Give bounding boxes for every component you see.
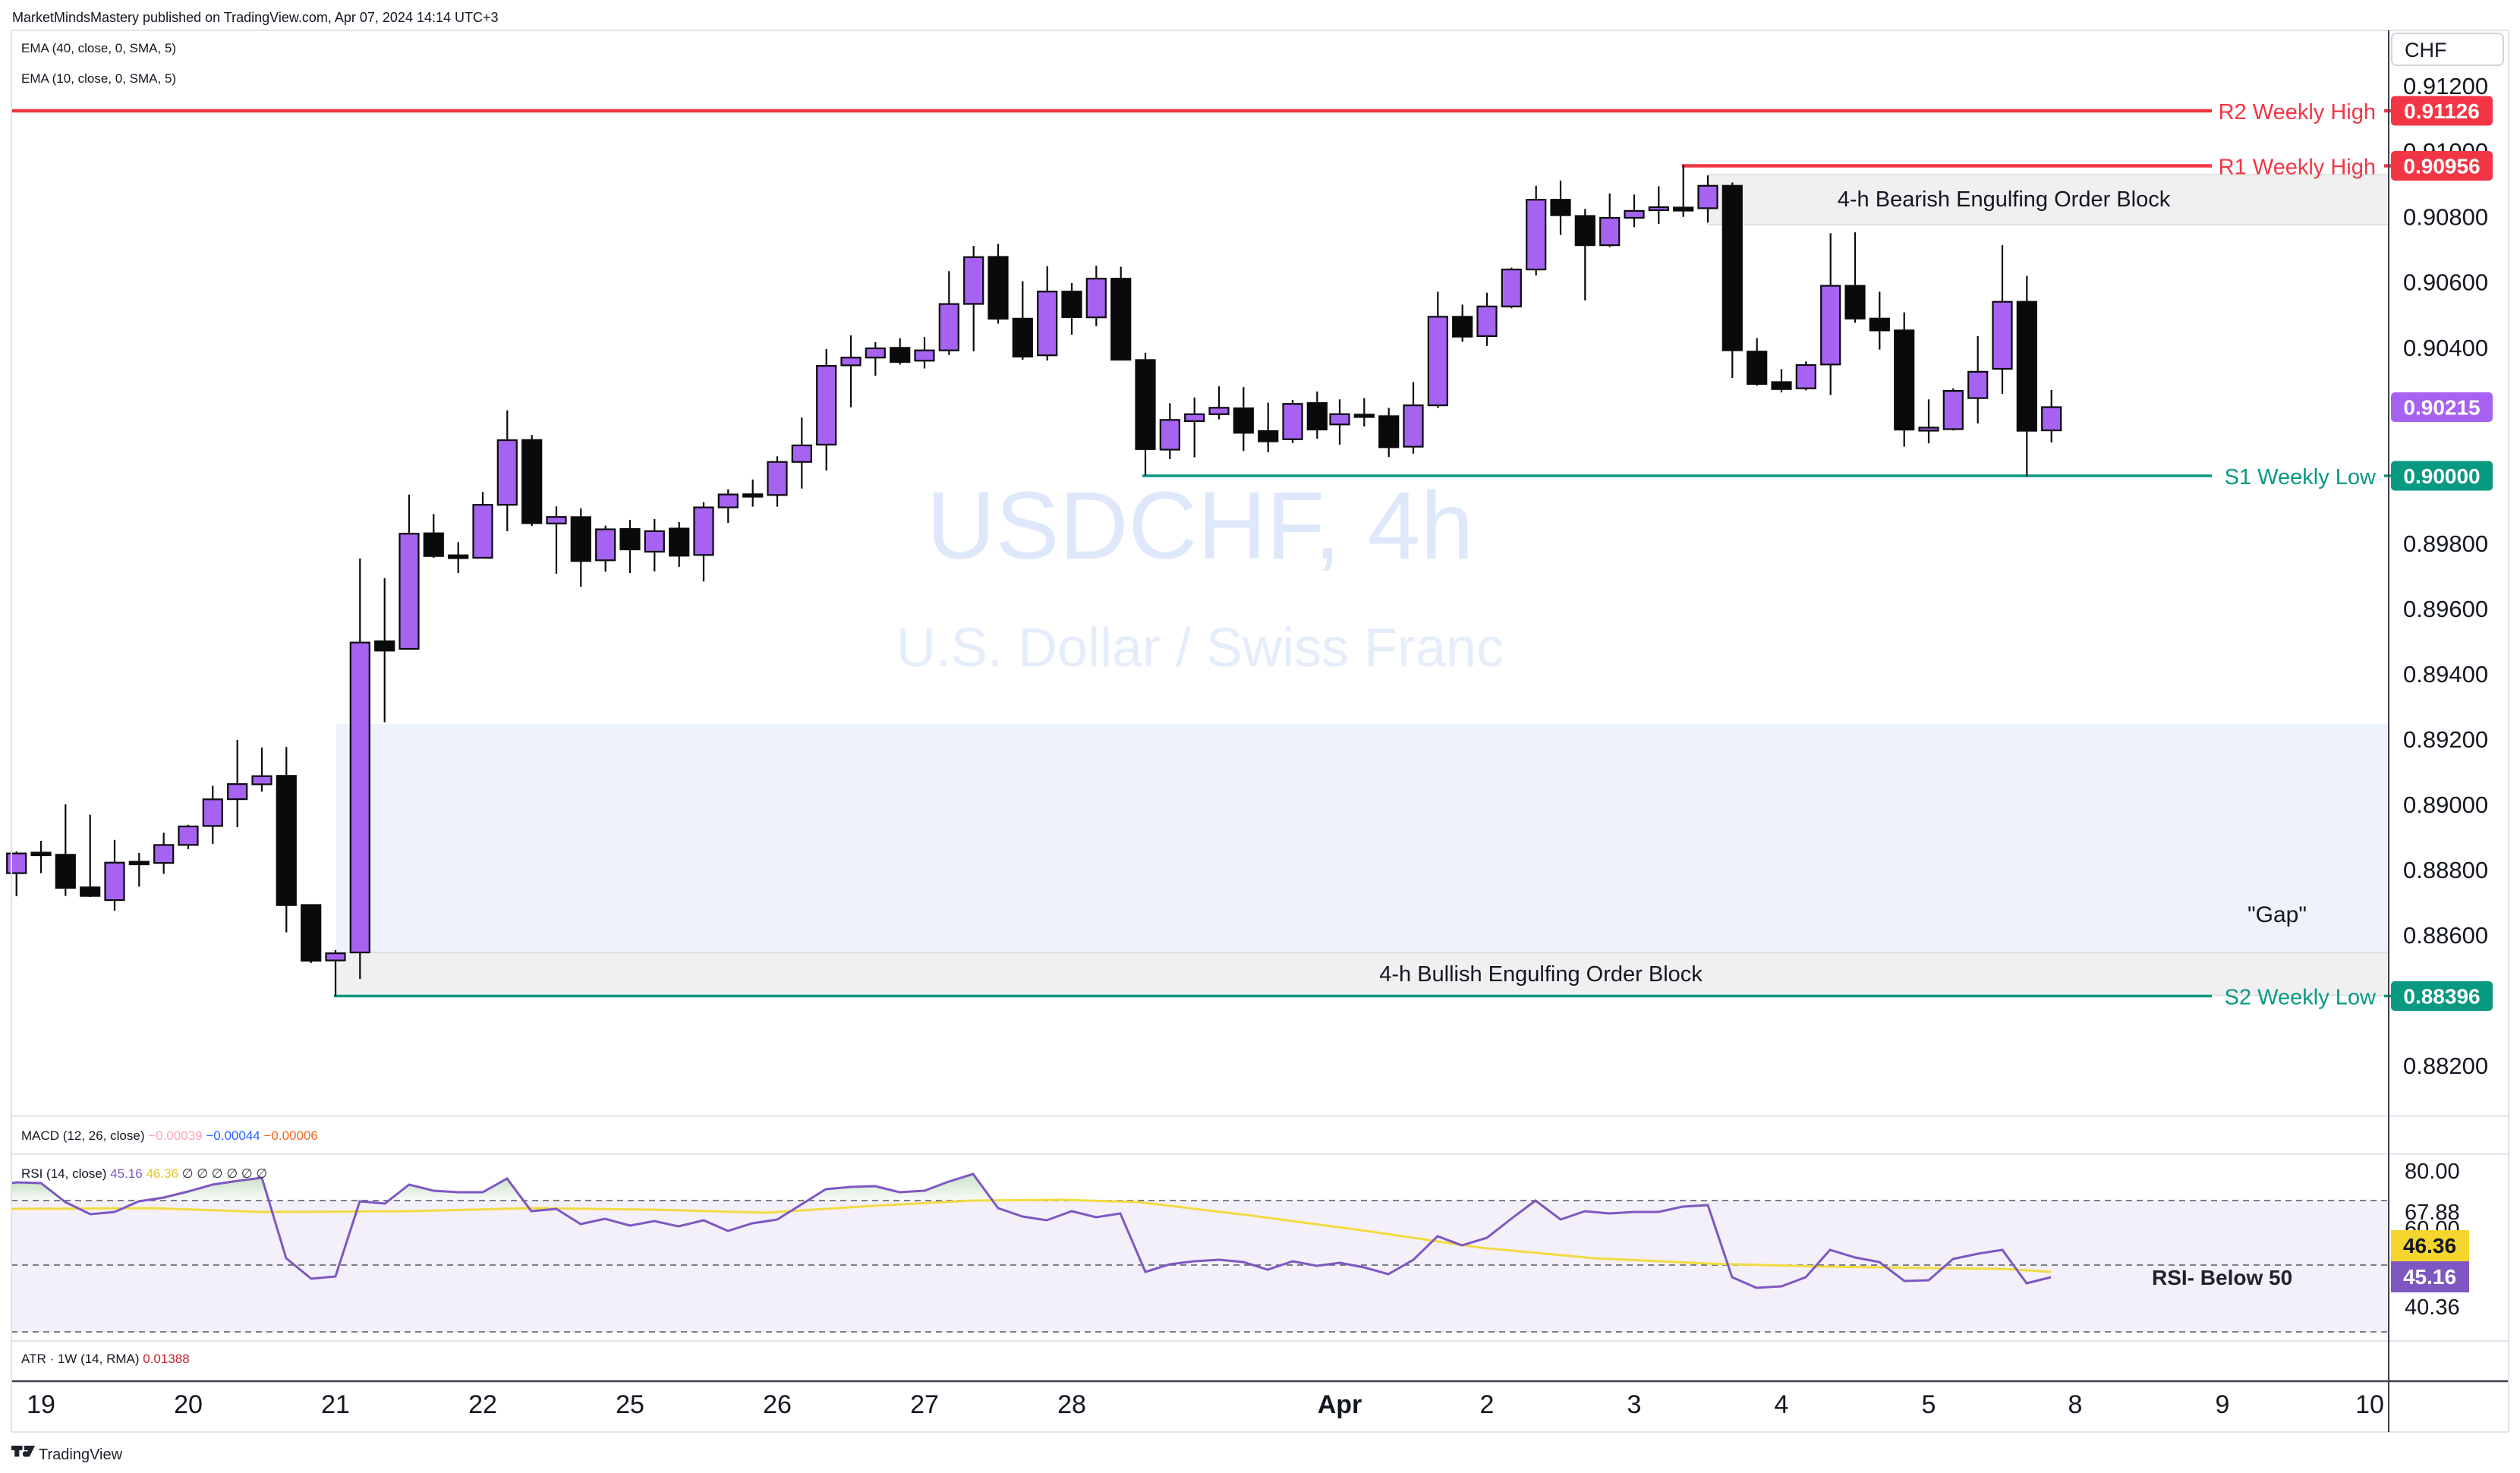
svg-text:R2 Weekly High: R2 Weekly High <box>2219 100 2376 124</box>
svg-text:MACD (12, 26, close) −0.00039: MACD (12, 26, close) −0.00039 −0.00044 −… <box>21 1128 318 1143</box>
svg-text:RSI- Below 50: RSI- Below 50 <box>2152 1266 2292 1289</box>
svg-text:25: 25 <box>616 1390 644 1419</box>
svg-text:0.90956: 0.90956 <box>2403 155 2480 178</box>
svg-text:EMA (10, close, 0, SMA, 5): EMA (10, close, 0, SMA, 5) <box>21 71 176 86</box>
svg-text:0.88800: 0.88800 <box>2403 857 2488 883</box>
svg-text:0.89600: 0.89600 <box>2403 596 2488 622</box>
svg-text:0.91126: 0.91126 <box>2404 99 2480 123</box>
svg-text:27: 27 <box>910 1390 939 1419</box>
svg-text:0.89000: 0.89000 <box>2403 792 2488 818</box>
svg-text:4-h Bullish Engulfing Order Bl: 4-h Bullish Engulfing Order Block <box>1379 962 1703 987</box>
svg-text:0.90600: 0.90600 <box>2403 269 2488 296</box>
svg-text:0.90000: 0.90000 <box>2403 464 2480 488</box>
svg-text:0.88200: 0.88200 <box>2403 1053 2488 1079</box>
svg-text:45.16: 45.16 <box>2403 1265 2456 1289</box>
svg-text:19: 19 <box>27 1390 55 1419</box>
svg-text:26: 26 <box>763 1390 792 1419</box>
svg-text:8: 8 <box>2068 1390 2083 1419</box>
svg-text:46.36: 46.36 <box>2403 1234 2456 1257</box>
svg-text:9: 9 <box>2216 1390 2230 1419</box>
svg-text:RSI (14, close) 45.16 46.36: RSI (14, close) 45.16 46.36 ∅ ∅ ∅ ∅ ∅ ∅ <box>21 1166 267 1181</box>
svg-text:0.88396: 0.88396 <box>2403 985 2480 1009</box>
svg-text:5: 5 <box>1922 1390 1936 1419</box>
svg-text:10: 10 <box>2355 1390 2384 1419</box>
svg-text:2: 2 <box>1480 1390 1495 1419</box>
svg-text:20: 20 <box>174 1390 203 1419</box>
svg-text:"Gap": "Gap" <box>2248 902 2307 927</box>
svg-text:80.00: 80.00 <box>2405 1160 2460 1184</box>
svg-text:USDCHF, 4h: USDCHF, 4h <box>926 472 1473 579</box>
svg-text:0.90215: 0.90215 <box>2403 396 2480 420</box>
svg-text:EMA (40, close, 0, SMA, 5): EMA (40, close, 0, SMA, 5) <box>21 41 176 55</box>
svg-text:67.88: 67.88 <box>2405 1201 2460 1225</box>
svg-text:0.90400: 0.90400 <box>2403 335 2488 361</box>
svg-text:0.91200: 0.91200 <box>2403 73 2488 99</box>
svg-text:S2 Weekly Low: S2 Weekly Low <box>2225 986 2377 1010</box>
svg-text:ATR · 1W (14, RMA) 0.01388: ATR · 1W (14, RMA) 0.01388 <box>21 1352 190 1366</box>
svg-text:0.89400: 0.89400 <box>2403 661 2488 688</box>
svg-text:0.88600: 0.88600 <box>2403 922 2488 949</box>
svg-text:28: 28 <box>1057 1390 1086 1419</box>
svg-text:40.36: 40.36 <box>2405 1295 2460 1320</box>
svg-text:21: 21 <box>321 1390 350 1419</box>
svg-text:22: 22 <box>468 1390 497 1419</box>
svg-text:4: 4 <box>1775 1390 1789 1419</box>
svg-text:Apr: Apr <box>1318 1390 1362 1419</box>
svg-text:4-h Bearish Engulfing Order Bl: 4-h Bearish Engulfing Order Block <box>1838 187 2171 212</box>
svg-text:TradingView: TradingView <box>39 1446 123 1463</box>
svg-text:S1 Weekly Low: S1 Weekly Low <box>2225 465 2377 489</box>
svg-text:0.90800: 0.90800 <box>2403 204 2488 231</box>
svg-text:CHF: CHF <box>2405 39 2447 61</box>
svg-text:3: 3 <box>1627 1390 1642 1419</box>
svg-text:U.S. Dollar / Swiss Franc: U.S. Dollar / Swiss Franc <box>896 618 1504 678</box>
svg-text:0.89800: 0.89800 <box>2403 530 2488 557</box>
svg-text:0.89200: 0.89200 <box>2403 726 2488 753</box>
svg-text:R1 Weekly High: R1 Weekly High <box>2219 156 2376 180</box>
svg-text:MarketMindsMastery published o: MarketMindsMastery published on TradingV… <box>12 10 499 25</box>
